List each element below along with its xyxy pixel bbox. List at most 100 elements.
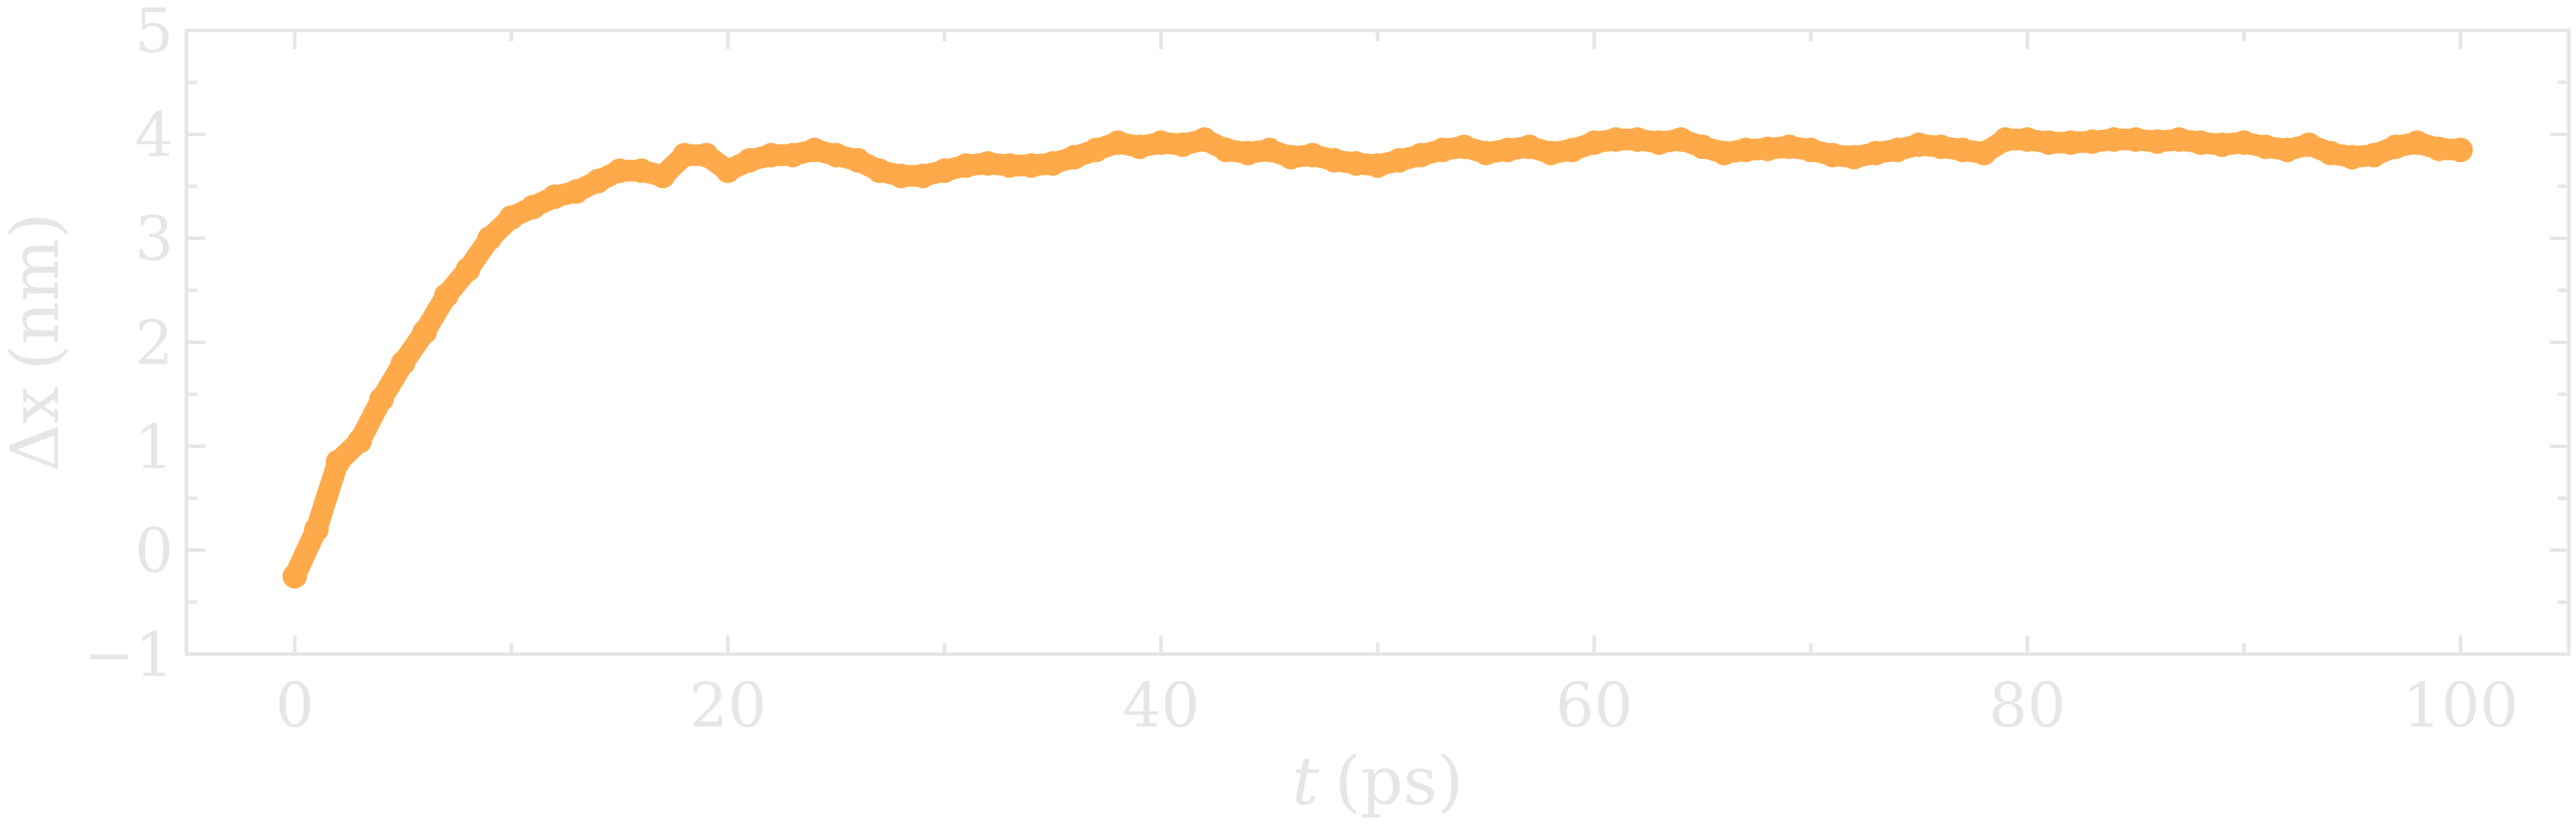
data-point: [2231, 130, 2257, 155]
data-point: [694, 142, 719, 168]
series-group: [282, 127, 2473, 589]
data-point: [2079, 129, 2105, 154]
data-point: [369, 387, 394, 412]
data-point: [2340, 145, 2365, 170]
data-point: [1560, 137, 1585, 163]
y-ticks-group: −1 0 1 2 3 4 5: [84, 0, 2569, 690]
data-point: [716, 158, 741, 184]
data-point: [455, 257, 481, 282]
data-point: [1040, 151, 1065, 176]
data-point: [2014, 127, 2040, 153]
data-point: [1300, 142, 1326, 168]
x-tick-label: 0: [275, 670, 314, 741]
data-point: [1192, 127, 1217, 153]
data-point: [434, 283, 459, 308]
data-point: [932, 158, 957, 184]
data-point: [1647, 130, 1672, 155]
data-point: [1928, 134, 1954, 160]
data-point: [1408, 142, 1433, 168]
data-point: [1149, 130, 1174, 155]
x-axis-label: t (ps): [1292, 742, 1464, 820]
data-point: [845, 147, 870, 173]
data-point: [2318, 140, 2343, 166]
data-point: [2036, 130, 2061, 155]
x-axis-symbol: t: [1292, 742, 1320, 820]
data-point: [672, 142, 697, 168]
data-point: [607, 158, 632, 184]
data-point: [888, 163, 914, 189]
y-tick-label: 3: [135, 204, 173, 275]
data-point: [1430, 137, 1455, 163]
data-point: [1279, 145, 1304, 170]
data-point: [304, 517, 329, 542]
data-point: [2426, 136, 2452, 161]
x-axis-unit: (ps): [1335, 742, 1464, 820]
x-tick-label: 40: [1122, 670, 1200, 741]
y-axis-symbol: Δx: [0, 386, 74, 471]
data-point: [1386, 147, 1412, 173]
data-point: [282, 564, 307, 589]
data-point: [2253, 134, 2278, 160]
data-point: [1733, 137, 1759, 163]
data-point: [1798, 137, 1824, 163]
data-point: [1170, 132, 1195, 158]
data-point: [1993, 127, 2018, 153]
y-tick-label: 2: [135, 308, 173, 379]
data-point: [823, 142, 849, 168]
data-point: [2448, 137, 2473, 163]
data-point: [953, 153, 979, 178]
data-point: [1625, 127, 1650, 153]
data-point: [975, 151, 1000, 176]
y-axis-label: Δx (nm): [0, 213, 74, 472]
data-point: [412, 319, 437, 345]
data-point: [1105, 130, 1130, 155]
plot-frame-group: [184, 28, 2571, 656]
data-point: [2405, 130, 2430, 155]
data-point: [780, 142, 805, 168]
data-point: [564, 179, 589, 204]
data-point: [1950, 137, 1975, 163]
data-point: [1083, 137, 1109, 163]
x-ticks-group: 0 20 40 60 80 100: [275, 30, 2518, 741]
data-point: [1516, 134, 1542, 160]
data-point: [1581, 130, 1607, 155]
data-point: [651, 163, 676, 189]
series-line: [283, 129, 2472, 588]
data-point: [1451, 134, 1477, 160]
data-point: [1257, 137, 1282, 163]
x-tick-label: 80: [1988, 670, 2066, 741]
data-point: [390, 351, 416, 376]
data-point: [1018, 153, 1044, 178]
data-point: [1603, 127, 1628, 153]
data-point: [1777, 134, 1802, 160]
data-point: [1062, 145, 1087, 170]
data-point: [325, 449, 351, 474]
data-point: [542, 184, 567, 210]
data-point: [1127, 134, 1152, 160]
data-point: [997, 153, 1022, 178]
data-point: [1214, 137, 1239, 163]
data-point: [1907, 132, 1932, 158]
y-tick-label: 5: [135, 0, 173, 67]
data-point: [737, 147, 763, 173]
data-point: [2188, 130, 2213, 155]
y-tick-label: −1: [84, 619, 173, 690]
data-point: [1690, 134, 1715, 160]
data-point: [2123, 127, 2148, 153]
data-point: [2361, 142, 2387, 168]
data-point: [347, 429, 372, 454]
data-point: [2166, 127, 2191, 153]
data-point: [1755, 136, 1780, 161]
data-point: [1365, 153, 1390, 178]
data-point: [1538, 140, 1563, 166]
data-point: [867, 158, 892, 184]
data-point: [1344, 151, 1369, 176]
data-point: [2383, 134, 2408, 160]
data-point: [910, 163, 935, 189]
y-tick-label: 0: [135, 515, 173, 586]
data-point: [1473, 140, 1498, 166]
data-point: [520, 194, 546, 220]
data-point: [802, 137, 827, 163]
y-tick-label: 1: [135, 411, 173, 482]
